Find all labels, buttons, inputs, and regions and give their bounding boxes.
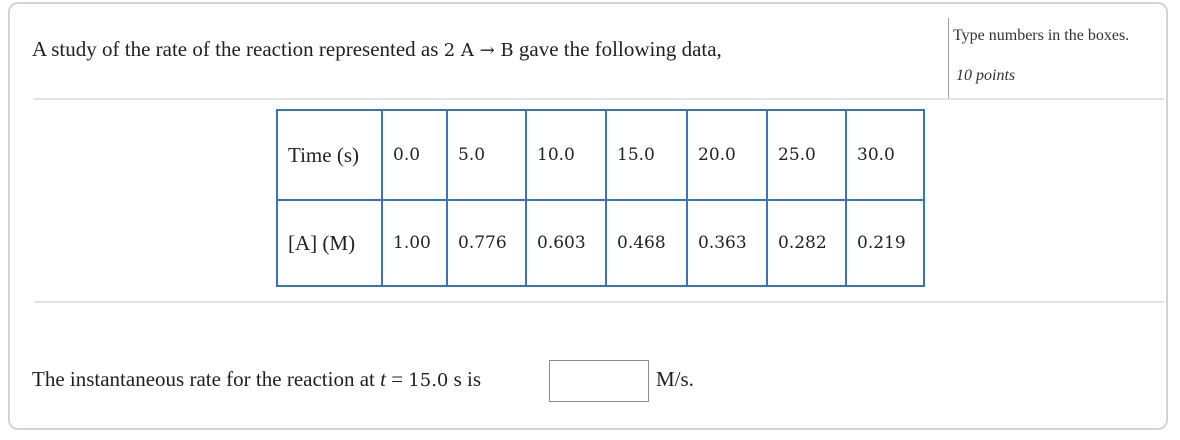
question-prompt: The instantaneous rate for the reaction … [32, 367, 481, 392]
table-cell: 0.468 [605, 199, 688, 287]
row-header-time: Time (s) [276, 109, 383, 201]
table-cell: 0.219 [845, 199, 925, 287]
table-cell: 0.0 [381, 109, 448, 201]
table-cell: 30.0 [845, 109, 925, 201]
question-text-before: The instantaneous rate for the reaction … [32, 367, 381, 391]
reaction-equation: 2 A → B [443, 40, 514, 61]
units-label: M/s. [656, 367, 694, 391]
row-header-concentration: [A] (M) [276, 199, 383, 287]
intro-text-before: A study of the rate of the reaction repr… [32, 37, 444, 61]
question-card: A study of the rate of the reaction repr… [8, 2, 1168, 430]
table-cell: 10.0 [525, 109, 607, 201]
equals-sign: = [385, 367, 409, 391]
table-cell: 5.0 [446, 109, 527, 201]
table-cell: 0.603 [525, 199, 607, 287]
table-cell: 1.00 [381, 199, 448, 287]
time-value: 15.0 [408, 370, 449, 391]
table-row-time: Time (s) 0.0 5.0 10.0 15.0 20.0 25.0 30.… [276, 109, 925, 201]
rate-answer-input[interactable] [549, 360, 649, 402]
table-cell: 0.776 [446, 199, 527, 287]
table-row-concentration: [A] (M) 1.00 0.776 0.603 0.468 0.363 0.2… [276, 199, 925, 287]
bottom-divider [34, 301, 1164, 303]
table-cell: 0.282 [766, 199, 847, 287]
data-table: Time (s) 0.0 5.0 10.0 15.0 20.0 25.0 30.… [276, 109, 925, 287]
points-label: 10 points [956, 67, 1016, 84]
side-info-panel: Type numbers in the boxes. 10 points [948, 18, 1169, 98]
table-cell: 20.0 [686, 109, 768, 201]
table-cell: 0.363 [686, 199, 768, 287]
table-cell: 15.0 [605, 109, 688, 201]
intro-text-after: gave the following data, [513, 37, 722, 61]
instruction-text: Type numbers in the boxes. [953, 27, 1130, 44]
time-variable: t [380, 367, 386, 391]
question-text-after: s is [448, 367, 482, 391]
top-divider [34, 98, 1164, 100]
table-cell: 25.0 [766, 109, 847, 201]
problem-statement: A study of the rate of the reaction repr… [32, 37, 722, 62]
